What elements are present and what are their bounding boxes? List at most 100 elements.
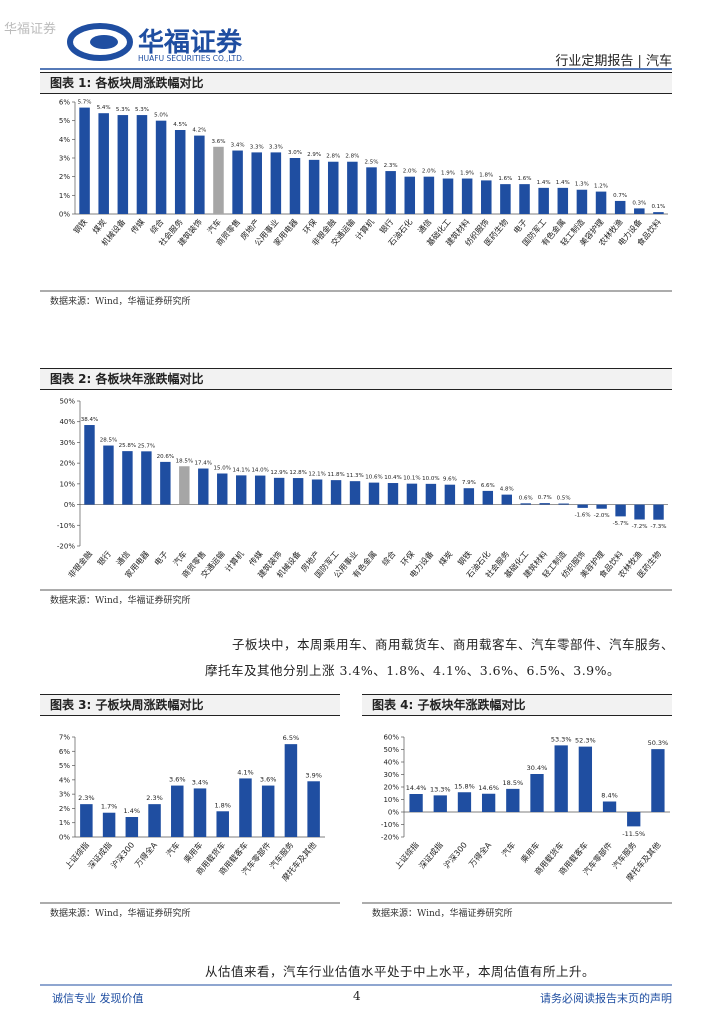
- logo-mark: [67, 23, 133, 61]
- chart-source: 数据来源：Wind，华福证券研究所: [50, 909, 191, 919]
- bar: [506, 788, 520, 812]
- x-tick-label: 汽车: [164, 840, 182, 859]
- value-label: 0.5%: [557, 496, 571, 502]
- value-label: 0.7%: [613, 193, 627, 199]
- bar: [98, 113, 109, 214]
- bar: [406, 483, 418, 505]
- x-tick-label: 通信: [415, 217, 433, 236]
- value-label: 2.3%: [384, 163, 398, 169]
- logo-mark: [90, 35, 118, 49]
- bar: [614, 200, 626, 214]
- value-label: 11.8%: [327, 472, 344, 478]
- value-label: 13.3%: [430, 785, 451, 793]
- y-tick-label: -20%: [381, 834, 399, 842]
- bar: [270, 152, 282, 214]
- bar: [482, 490, 494, 505]
- chart-title: 图表 4: 子板块年涨跌幅对比: [362, 694, 672, 716]
- chart-source: 数据来源：Wind，华福证券研究所: [50, 596, 191, 606]
- x-tick-label: 环保: [399, 549, 417, 568]
- value-label: 3.6%: [260, 776, 277, 784]
- value-label: 0.7%: [538, 495, 552, 501]
- bar: [481, 180, 492, 214]
- bar: [174, 130, 186, 214]
- value-label: -5.7%: [613, 521, 629, 527]
- x-tick-label: 钢铁: [455, 549, 473, 568]
- y-tick-label: 3%: [59, 155, 70, 163]
- value-label: 10.6%: [365, 475, 382, 481]
- x-tick-label: 汽车: [171, 549, 189, 568]
- x-tick-label: 银行: [95, 549, 113, 568]
- value-label: 11.3%: [346, 473, 363, 479]
- bar: [102, 812, 116, 837]
- value-label: 4.8%: [500, 487, 514, 493]
- bar: [136, 115, 148, 214]
- value-label: -7.3%: [651, 524, 667, 530]
- bar: [481, 793, 496, 812]
- bar: [179, 466, 190, 505]
- bar: [653, 212, 664, 214]
- value-label: 0.3%: [632, 200, 646, 206]
- bar: [194, 135, 205, 214]
- value-label: -2.0%: [594, 513, 610, 519]
- bar: [385, 171, 396, 214]
- x-tick-label: 煤炭: [90, 217, 108, 236]
- value-label: 1.4%: [556, 180, 570, 186]
- y-tick-label: 30%: [59, 439, 75, 447]
- bar: [292, 478, 304, 505]
- bar: [366, 167, 377, 214]
- y-tick-label: 0%: [64, 501, 75, 509]
- value-label: 12.1%: [308, 472, 325, 478]
- value-label: 1.8%: [479, 172, 493, 178]
- y-tick-label: 20%: [383, 784, 399, 792]
- y-tick-label: 40%: [383, 759, 399, 767]
- value-label: 6.6%: [481, 483, 495, 489]
- bar: [307, 781, 320, 837]
- value-label: 30.4%: [527, 764, 548, 772]
- y-tick-label: 1%: [59, 819, 70, 827]
- value-label: 2.8%: [326, 154, 340, 160]
- value-label: 2.3%: [78, 794, 95, 802]
- logo-text: 华福证券: [138, 28, 243, 58]
- bar: [148, 804, 161, 837]
- value-label: 53.3%: [551, 735, 572, 743]
- x-tick-label: 综合: [380, 549, 398, 568]
- bar: [634, 504, 645, 520]
- value-label: 2.8%: [345, 154, 359, 160]
- x-tick-label: 万得全A: [132, 839, 159, 868]
- bar: [141, 451, 152, 505]
- bar: [308, 159, 320, 214]
- value-label: 1.4%: [537, 180, 551, 186]
- x-tick-label: 万得全A: [467, 839, 494, 868]
- page-number: 4: [353, 989, 361, 1003]
- value-label: 5.3%: [135, 107, 149, 113]
- bar: [538, 187, 549, 214]
- bar: [596, 504, 607, 509]
- bar: [461, 178, 473, 214]
- report-type: 行业定期报告 | 汽车: [555, 54, 672, 69]
- bar: [425, 483, 437, 505]
- footer-left: 诚信专业 发现价值: [52, 992, 144, 1005]
- x-tick-label: 非银金融: [66, 549, 94, 580]
- bar: [254, 475, 266, 505]
- footer-right: 请务必阅读报告末页的声明: [540, 992, 672, 1005]
- bar: [595, 191, 607, 214]
- bar: [651, 749, 665, 812]
- bar: [349, 481, 361, 505]
- y-tick-label: 50%: [383, 746, 399, 754]
- value-label: 52.3%: [575, 737, 596, 745]
- bar: [519, 184, 530, 214]
- value-label: -1.6%: [575, 512, 591, 518]
- bar: [423, 176, 435, 214]
- value-label: 1.2%: [594, 184, 608, 190]
- bar: [368, 482, 380, 505]
- value-label: 5.4%: [97, 105, 111, 111]
- bar: [602, 801, 617, 812]
- y-tick-label: 60%: [383, 734, 399, 742]
- x-tick-label: 电子: [152, 549, 170, 568]
- bar: [232, 150, 243, 214]
- x-tick-label: 计算机: [353, 217, 376, 242]
- bar: [463, 488, 475, 505]
- value-label: 12.9%: [270, 470, 287, 476]
- bar: [261, 785, 275, 837]
